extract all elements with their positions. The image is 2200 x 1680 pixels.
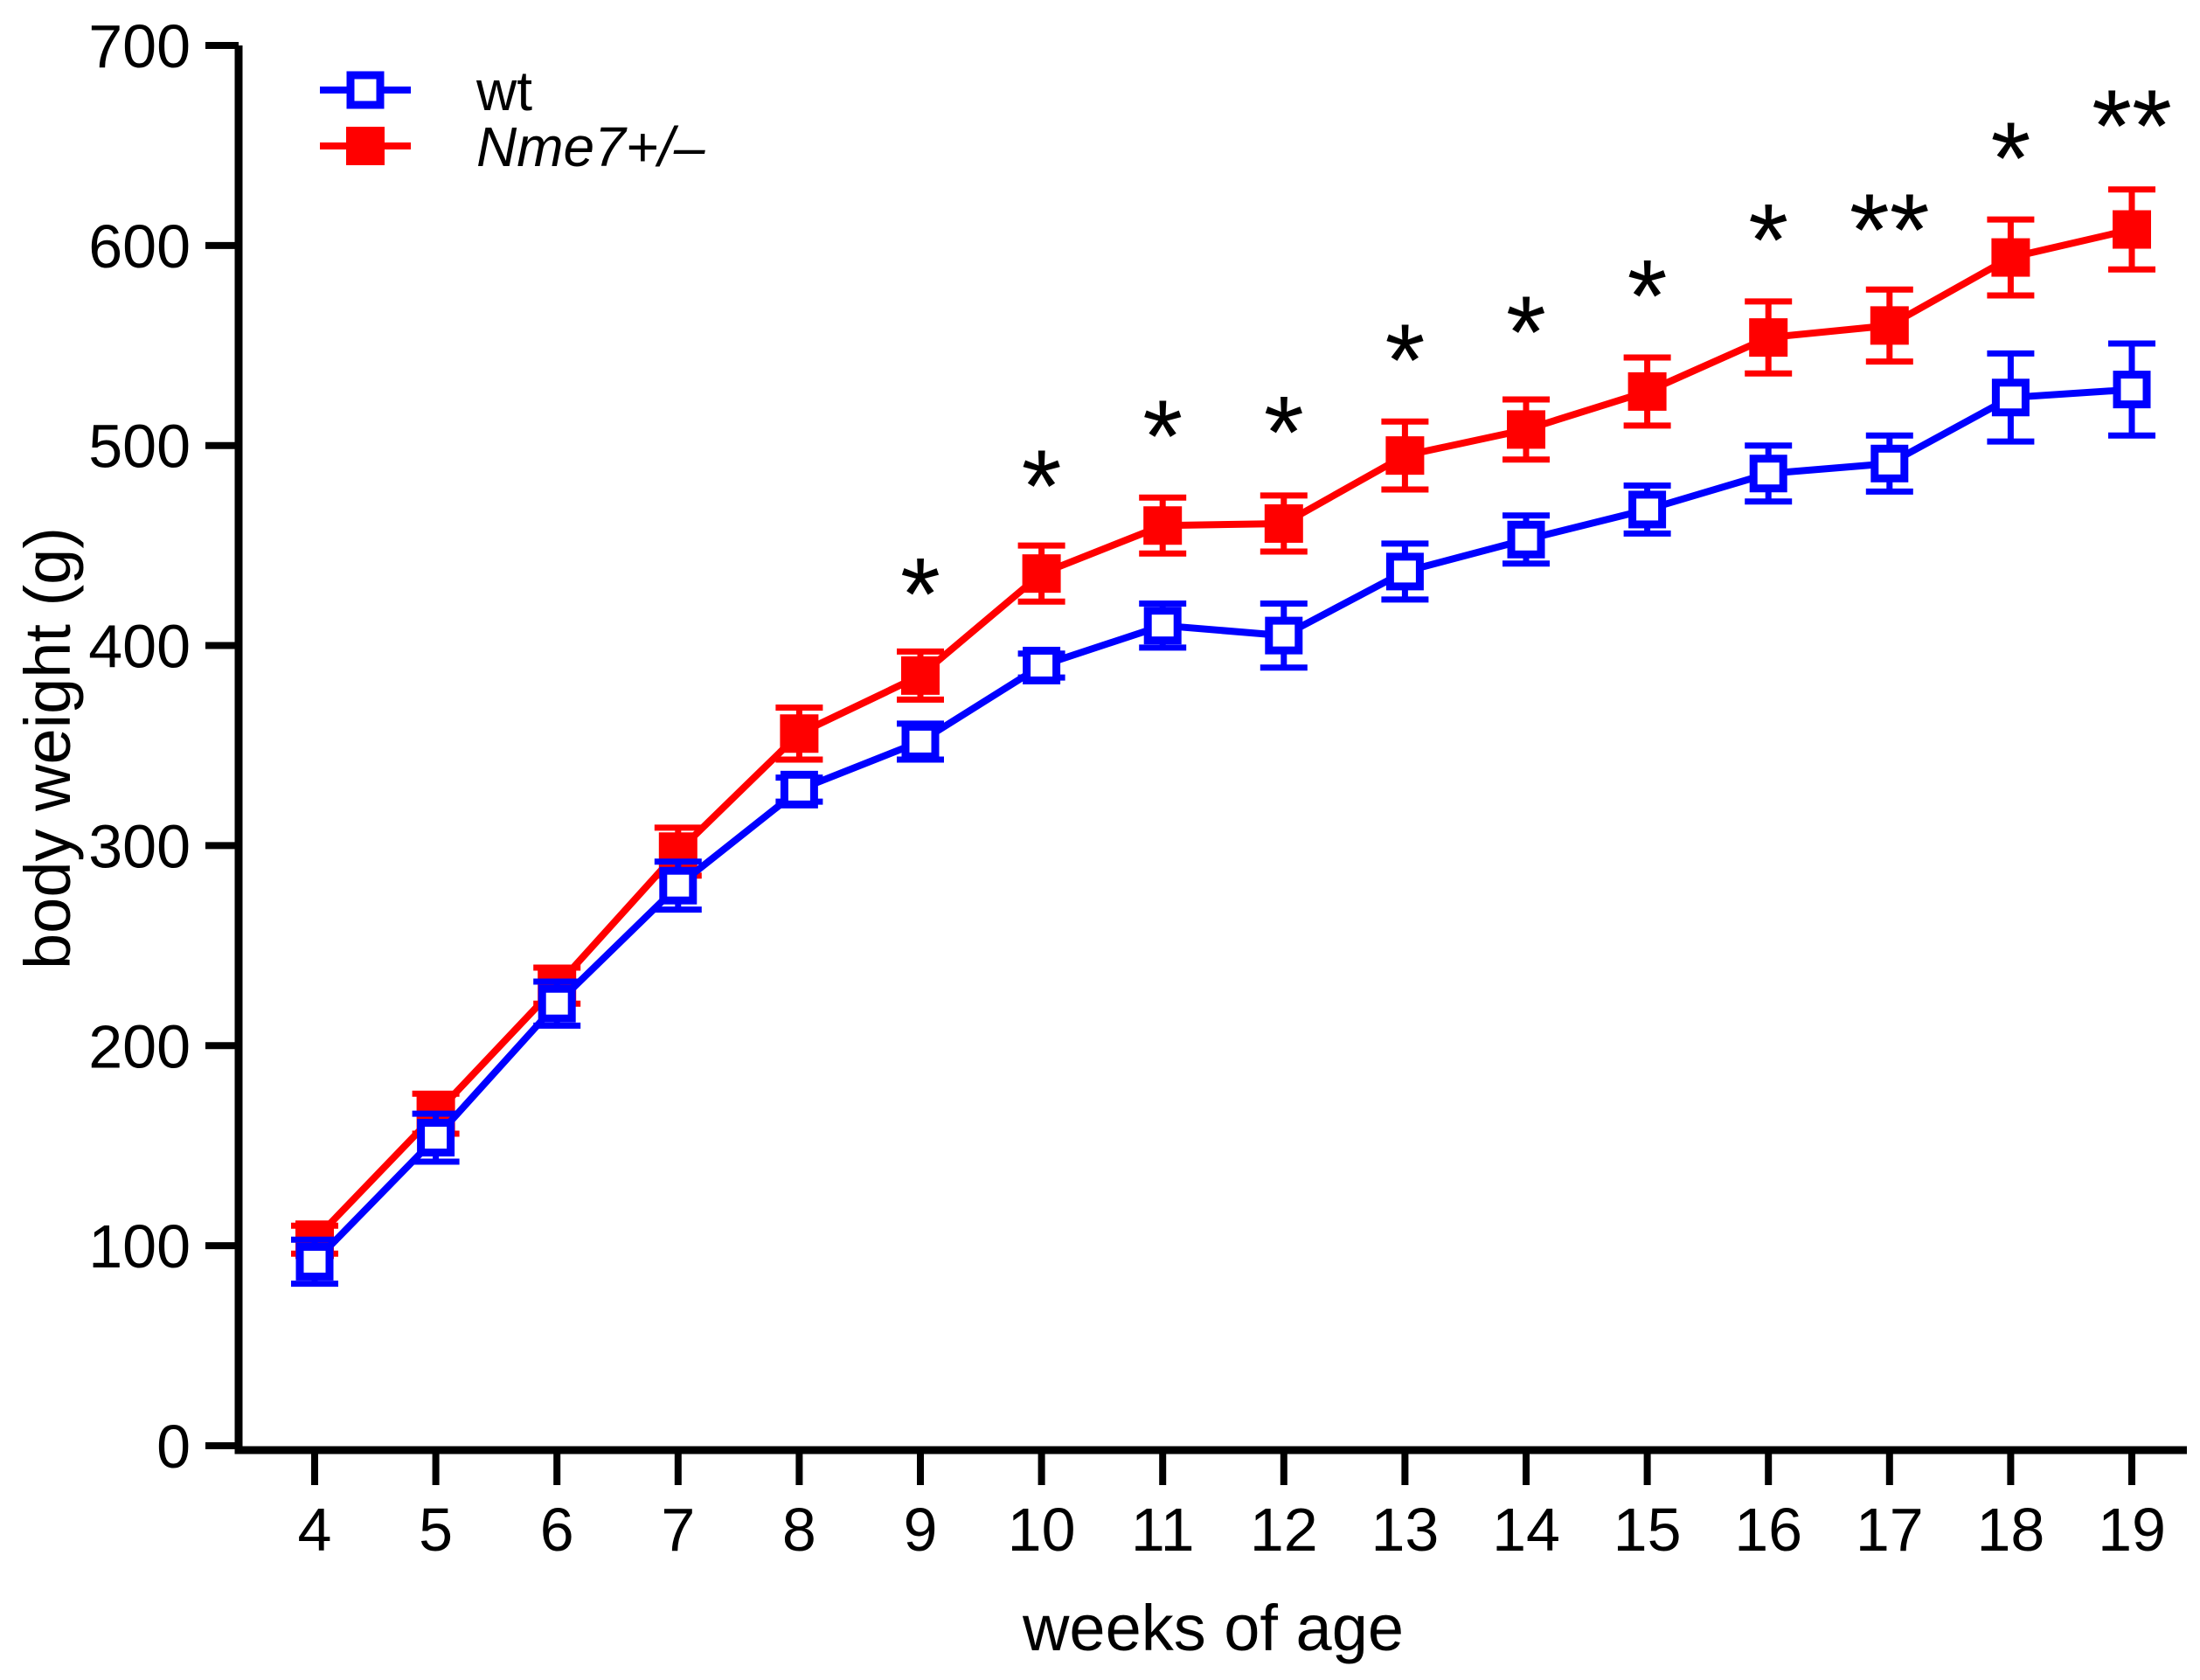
x-tick-label: 6 <box>540 1496 574 1564</box>
marker-open-square <box>1991 378 2030 417</box>
significance-asterisk-week-10: * <box>1022 429 1062 545</box>
marker-open-square <box>659 866 697 905</box>
significance-asterisk-week-19: ** <box>2092 69 2172 184</box>
y-tick-label: 200 <box>88 1012 191 1080</box>
x-tick-label: 14 <box>1492 1496 1560 1564</box>
x-tick-label: 12 <box>1250 1496 1318 1564</box>
x-tick-label: 15 <box>1614 1496 1682 1564</box>
legend-label-wt: wt <box>475 59 532 122</box>
series-wt <box>291 340 2155 1288</box>
x-tick-label: 4 <box>298 1496 332 1564</box>
marker-open-square <box>1023 646 1061 684</box>
marker-open-square <box>1265 616 1303 655</box>
x-tick-label: 16 <box>1734 1496 1802 1564</box>
series-nme7 <box>291 186 2155 1260</box>
marker-filled-square <box>1022 554 1061 594</box>
x-tick-label: 9 <box>904 1496 938 1564</box>
legend-marker-open-square <box>346 71 385 109</box>
marker-filled-square <box>780 714 819 753</box>
marker-filled-square <box>1749 318 1788 358</box>
marker-open-square <box>295 1242 334 1281</box>
marker-filled-square <box>1627 371 1667 411</box>
marker-filled-square <box>1143 506 1183 545</box>
marker-filled-square <box>2113 210 2151 249</box>
marker-open-square <box>538 984 576 1023</box>
significance-asterisk-week-16: * <box>1748 183 1788 298</box>
y-tick-label: 400 <box>88 613 191 681</box>
marker-filled-square <box>901 656 940 695</box>
marker-filled-square <box>1385 436 1425 476</box>
marker-open-square <box>1385 552 1424 591</box>
y-tick-label: 300 <box>88 812 191 880</box>
y-tick-label: 100 <box>88 1212 191 1281</box>
marker-open-square <box>901 722 940 760</box>
y-tick-label: 0 <box>156 1413 191 1481</box>
marker-filled-square <box>1507 410 1545 449</box>
x-tick-label: 8 <box>782 1496 816 1564</box>
axis-frame <box>234 45 2187 1454</box>
plot-area: 0 100 200 300 400 500 600 700 4 5 6 7 8 9 10 11 12 13 14 15… <box>88 12 2187 1564</box>
x-tick-label: 17 <box>1856 1496 1924 1564</box>
legend-label-nme7: Nme7+/– <box>476 115 705 178</box>
x-tick-label: 10 <box>1008 1496 1076 1564</box>
x-tick-label: 19 <box>2098 1496 2166 1564</box>
significance-asterisk-week-11: * <box>1142 378 1183 494</box>
y-tick-label: 700 <box>88 12 191 80</box>
significance-asterisk-week-17: ** <box>1850 173 1930 288</box>
significance-asterisk-week-15: * <box>1627 239 1668 354</box>
y-tick-label: 600 <box>88 212 191 281</box>
significance-asterisk-week-18: * <box>1990 101 2030 216</box>
marker-filled-square <box>1264 503 1303 543</box>
x-tick-label: 7 <box>661 1496 695 1564</box>
x-tick-label: 11 <box>1131 1496 1195 1564</box>
x-axis-title: weeks of age <box>1022 1592 1404 1664</box>
marker-open-square <box>417 1119 455 1157</box>
significance-asterisk-week-9: * <box>900 537 940 652</box>
marker-filled-square <box>1870 306 1909 345</box>
marker-open-square <box>1628 490 1667 529</box>
significance-asterisk-week-13: * <box>1385 302 1425 418</box>
significance-asterisk-week-12: * <box>1264 375 1304 490</box>
series-line <box>312 226 2133 1243</box>
significance-annotations: ** * ** * * * *** ** <box>900 69 2172 653</box>
marker-open-square <box>1749 455 1787 493</box>
x-tick-label: 5 <box>419 1496 453 1564</box>
y-tick-label: 500 <box>88 413 191 481</box>
marker-open-square <box>1507 520 1545 559</box>
x-tick-label: 13 <box>1371 1496 1439 1564</box>
marker-open-square <box>1870 444 1909 482</box>
series-line <box>312 385 2133 1265</box>
significance-asterisk-week-14: * <box>1506 274 1546 390</box>
y-axis-title: body weight (g) <box>11 527 84 969</box>
marker-open-square <box>780 770 818 809</box>
marker-open-square <box>1143 607 1182 645</box>
marker-open-square <box>2113 371 2151 409</box>
marker-filled-square <box>1991 238 2030 277</box>
legend-marker-filled-square <box>346 127 385 165</box>
x-tick-label: 18 <box>1976 1496 2044 1564</box>
